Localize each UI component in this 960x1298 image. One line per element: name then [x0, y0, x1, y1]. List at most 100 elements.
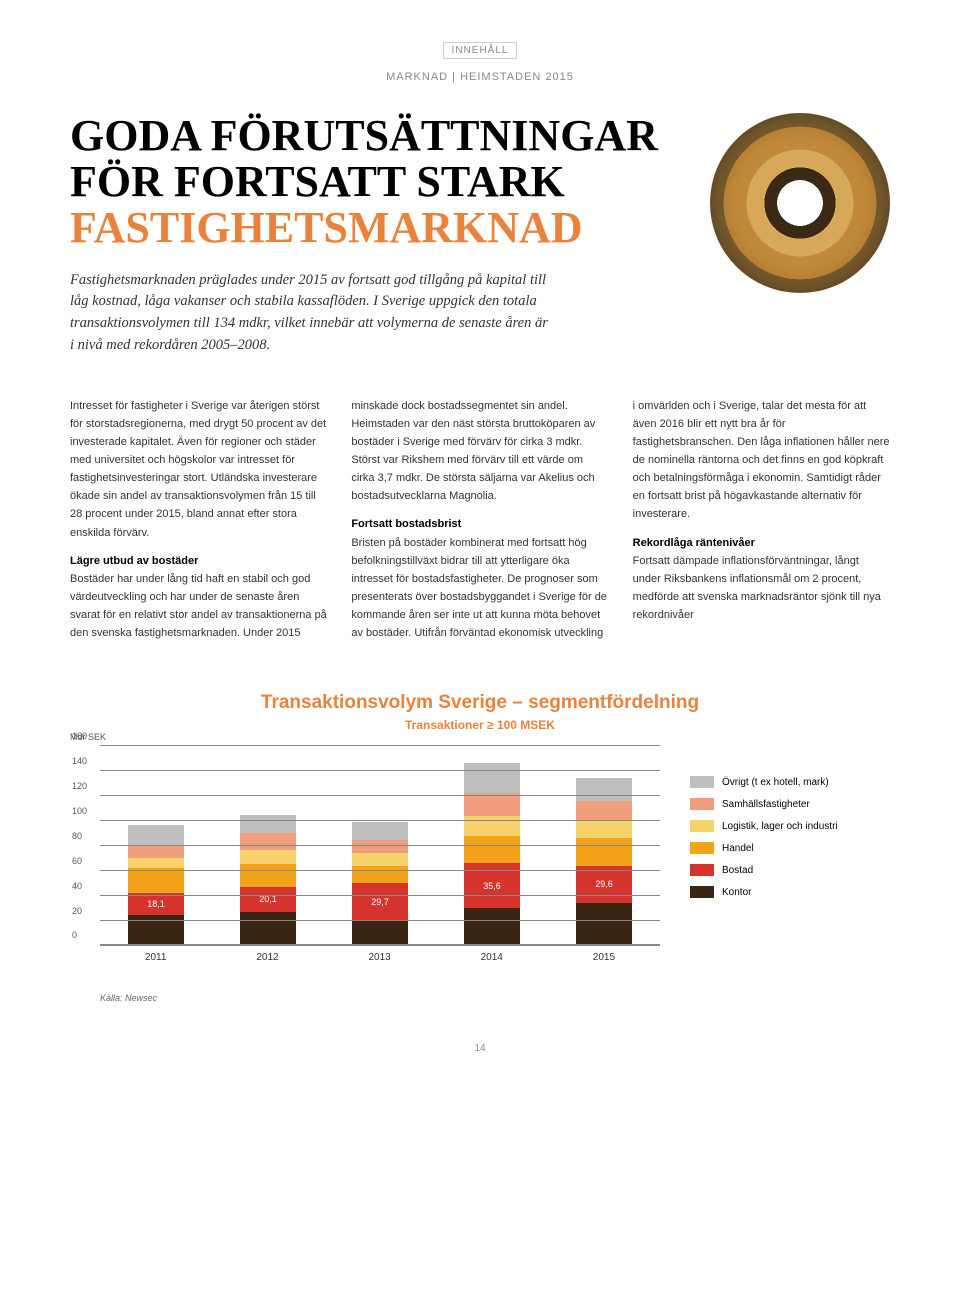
title-line-3: FASTIGHETSMARKNAD	[70, 203, 583, 252]
bar-segment-logistik	[464, 816, 520, 836]
bar-2014: 35,6	[464, 763, 520, 945]
bar-segment-logistik	[128, 858, 184, 868]
bar-segment-ovrigt	[240, 815, 296, 833]
bar-segment-bostad: 20,1	[240, 887, 296, 912]
bar-segment-handel	[240, 864, 296, 887]
legend-item-samhall: Samhällsfastigheter	[690, 798, 890, 810]
bar-segment-samhall	[240, 833, 296, 851]
x-axis: 2011 2012 2013 2014 2015	[100, 952, 660, 963]
grid-line	[100, 920, 660, 921]
grid-line	[100, 870, 660, 871]
hero-decorative-image	[710, 113, 890, 293]
chart-title: Transaktionsvolym Sverige – segmentförde…	[70, 692, 890, 714]
plot-area: 18,120,129,735,629,6 0204060801001201401…	[100, 746, 660, 946]
legend-label: Övrigt (t ex hotell, mark)	[722, 777, 829, 788]
bar-segment-kontor	[240, 912, 296, 946]
legend-swatch	[690, 820, 714, 832]
legend-label: Samhällsfastigheter	[722, 799, 810, 810]
bar-segment-samhall	[576, 801, 632, 821]
chart-subtitle: Transaktioner ≥ 100 MSEK	[70, 718, 890, 732]
bar-segment-handel	[576, 838, 632, 866]
legend-item-kontor: Kontor	[690, 886, 890, 898]
grid-line	[100, 820, 660, 821]
bar-segment-bostad: 29,6	[576, 866, 632, 903]
bar-segment-ovrigt	[128, 825, 184, 845]
y-tick-label: 120	[72, 781, 87, 791]
bar-segment-samhall	[128, 845, 184, 858]
x-tick-label: 2015	[593, 952, 615, 963]
title-line-1: GODA FÖRUTSÄTTNINGAR	[70, 111, 658, 160]
bar-value-label: 35,6	[464, 881, 520, 891]
body-subheading: Rekordlåga räntenivåer	[633, 534, 890, 552]
grid-line	[100, 944, 660, 945]
legend-item-bostad: Bostad	[690, 864, 890, 876]
legend-swatch	[690, 842, 714, 854]
legend-label: Bostad	[722, 865, 753, 876]
legend-item-ovrigt: Övrigt (t ex hotell, mark)	[690, 776, 890, 788]
body-subheading: Lägre utbud av bostäder	[70, 552, 327, 570]
bar-segment-samhall	[464, 793, 520, 816]
bar-segment-ovrigt	[576, 778, 632, 801]
x-tick-label: 2012	[256, 952, 278, 963]
y-tick-label: 140	[72, 756, 87, 766]
y-tick-label: 160	[72, 731, 87, 741]
bar-segment-samhall	[352, 840, 408, 854]
bar-2011: 18,1	[128, 825, 184, 945]
legend-swatch	[690, 798, 714, 810]
breadcrumb: MARKNAD | HEIMSTADEN 2015	[70, 71, 890, 83]
bar-segment-logistik	[576, 821, 632, 839]
bars-group: 18,1 20,1 29,7 35,6 29,6	[100, 746, 660, 945]
bar-value-label: 29,6	[576, 879, 632, 889]
bar-value-label: 29,7	[352, 897, 408, 907]
grid-line	[100, 895, 660, 896]
x-tick-label: 2013	[368, 952, 390, 963]
y-tick-label: 40	[72, 881, 82, 891]
body-columns: Intresset för fastigheter i Sverige var …	[70, 397, 890, 643]
bar-2013: 29,7	[352, 822, 408, 945]
grid-line	[100, 745, 660, 746]
bar-segment-handel	[352, 866, 408, 884]
y-tick-label: 100	[72, 806, 87, 816]
chart-container: Transaktionsvolym Sverige – segmentförde…	[70, 692, 890, 1003]
chart-source: Källa: Newsec	[100, 993, 660, 1003]
bar-segment-bostad: 18,1	[128, 893, 184, 916]
y-tick-label: 80	[72, 831, 82, 841]
bar-segment-logistik	[352, 853, 408, 866]
legend-swatch	[690, 776, 714, 788]
legend-swatch	[690, 886, 714, 898]
chart-legend: Övrigt (t ex hotell, mark) Samhällsfastig…	[690, 776, 890, 908]
grid-line	[100, 795, 660, 796]
y-tick-label: 20	[72, 906, 82, 916]
bar-segment-kontor	[576, 903, 632, 946]
x-tick-label: 2014	[481, 952, 503, 963]
bar-segment-kontor	[352, 920, 408, 945]
title-line-2: FÖR FORTSATT STARK	[70, 157, 565, 206]
y-tick-label: 60	[72, 856, 82, 866]
grid-line	[100, 770, 660, 771]
legend-item-logistik: Logistik, lager och industri	[690, 820, 890, 832]
bar-2012: 20,1	[240, 815, 296, 945]
bar-segment-logistik	[240, 850, 296, 864]
legend-label: Kontor	[722, 887, 751, 898]
legend-swatch	[690, 864, 714, 876]
x-tick-label: 2011	[145, 952, 167, 963]
body-paragraph: Fortsatt dämpade inflationsförväntningar…	[633, 552, 890, 625]
content-tag: INNEHÅLL	[443, 42, 518, 59]
bar-segment-ovrigt	[464, 763, 520, 793]
legend-item-handel: Handel	[690, 842, 890, 854]
page-number: 14	[70, 1043, 890, 1054]
page-title: GODA FÖRUTSÄTTNINGAR FÖR FORTSATT STARK …	[70, 113, 680, 252]
lede-paragraph: Fastighetsmarknaden präglades under 2015…	[70, 270, 550, 357]
legend-label: Handel	[722, 843, 754, 854]
legend-label: Logistik, lager och industri	[722, 821, 838, 832]
bar-segment-kontor	[464, 908, 520, 946]
grid-line	[100, 845, 660, 846]
chart-plot: Mdr SEK 18,120,129,735,629,6 02040608010…	[70, 746, 660, 1003]
bar-segment-ovrigt	[352, 822, 408, 840]
bar-segment-handel	[128, 868, 184, 893]
bar-segment-handel	[464, 836, 520, 864]
body-paragraph: Intresset för fastigheter i Sverige var …	[70, 397, 327, 542]
y-tick-label: 0	[72, 930, 77, 940]
body-subheading: Fortsatt bostadsbrist	[351, 515, 608, 533]
bar-segment-bostad: 29,7	[352, 883, 408, 920]
